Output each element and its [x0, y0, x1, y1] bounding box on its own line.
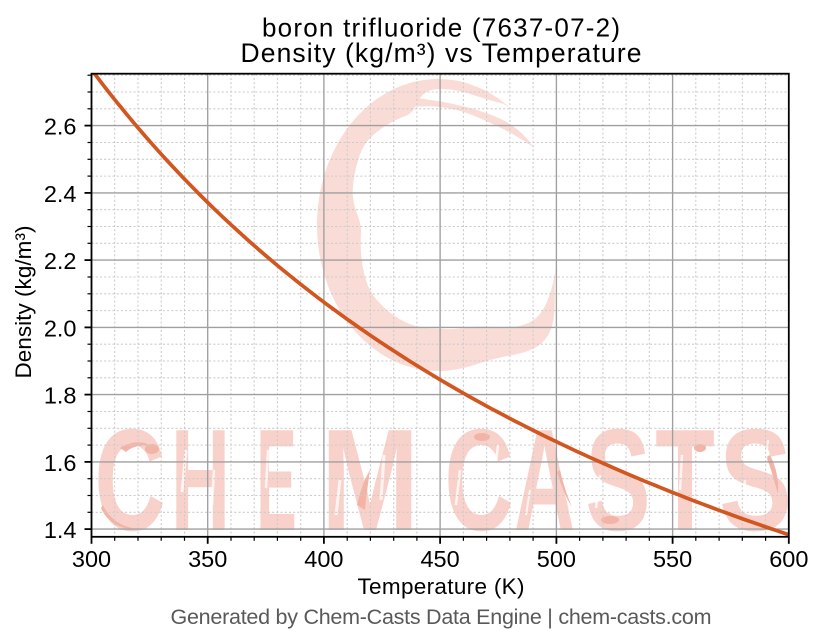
svg-text:300: 300 [72, 546, 111, 572]
svg-text:2.2: 2.2 [44, 248, 77, 274]
svg-text:boron trifluoride (7637-07-2): boron trifluoride (7637-07-2) [262, 13, 620, 43]
svg-text:C: C [444, 400, 513, 562]
svg-text:Temperature (K): Temperature (K) [358, 574, 525, 599]
svg-text:1.8: 1.8 [44, 383, 77, 409]
svg-text:S: S [719, 400, 792, 562]
svg-text:2.0: 2.0 [44, 315, 77, 341]
svg-text:T: T [655, 400, 715, 562]
svg-text:500: 500 [537, 546, 576, 572]
svg-text:1.6: 1.6 [44, 450, 77, 476]
svg-text:550: 550 [653, 546, 692, 572]
svg-text:1.4: 1.4 [44, 517, 77, 543]
svg-text:600: 600 [769, 546, 808, 572]
svg-text:Generated by Chem-Casts Data E: Generated by Chem-Casts Data Engine | ch… [171, 605, 712, 629]
svg-text:E: E [256, 398, 296, 561]
svg-text:2.4: 2.4 [44, 181, 77, 207]
svg-text:400: 400 [304, 546, 343, 572]
svg-text:Density (kg/m³) vs Temperature: Density (kg/m³) vs Temperature [241, 38, 642, 68]
svg-text:Density (kg/m³): Density (kg/m³) [11, 226, 36, 379]
svg-text:350: 350 [188, 546, 227, 572]
svg-text:450: 450 [420, 546, 459, 572]
svg-text:2.6: 2.6 [44, 114, 77, 140]
svg-text:H: H [171, 398, 230, 560]
svg-text:C: C [94, 400, 165, 561]
